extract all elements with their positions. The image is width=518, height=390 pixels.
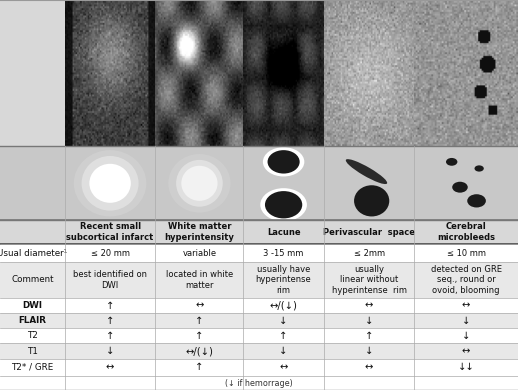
Text: Recent small
subcortical infarct: Recent small subcortical infarct [66, 222, 154, 243]
Bar [0, 344, 518, 358]
Text: ↓: ↓ [279, 346, 288, 356]
Text: ↓: ↓ [106, 346, 114, 356]
Ellipse shape [346, 159, 387, 184]
Bar [155, 146, 243, 220]
Ellipse shape [176, 160, 223, 207]
Ellipse shape [90, 164, 131, 203]
Bar [0, 245, 518, 262]
Text: detected on GRE
seq., round or
ovoid, blooming: detected on GRE seq., round or ovoid, bl… [430, 265, 502, 295]
Ellipse shape [268, 150, 299, 174]
Text: T2: T2 [27, 332, 38, 340]
Text: ↔/(↓): ↔/(↓) [185, 346, 213, 356]
Text: 3 -15 mm: 3 -15 mm [264, 249, 304, 258]
Text: ↓: ↓ [279, 316, 288, 326]
Text: Lacune: Lacune [267, 228, 300, 237]
Text: ↑: ↑ [195, 331, 204, 341]
Text: ↓: ↓ [365, 346, 373, 356]
Text: ↔: ↔ [106, 362, 114, 372]
Text: located in white
matter: located in white matter [166, 270, 233, 290]
Text: ↑: ↑ [106, 331, 114, 341]
Text: ↑: ↑ [279, 331, 288, 341]
Text: ≤ 2mm: ≤ 2mm [353, 249, 385, 258]
Text: ↔: ↔ [462, 301, 470, 310]
Text: ↑: ↑ [195, 316, 204, 326]
Text: ↓: ↓ [365, 316, 373, 326]
Bar [0, 358, 518, 376]
Ellipse shape [265, 191, 303, 218]
Ellipse shape [181, 166, 218, 201]
Text: ↔: ↔ [365, 362, 373, 372]
Bar [0, 376, 518, 390]
Bar [0, 298, 518, 313]
Ellipse shape [168, 154, 231, 213]
Text: ↓: ↓ [462, 331, 470, 341]
Bar [0, 313, 518, 328]
Text: ≤ 10 mm: ≤ 10 mm [447, 249, 486, 258]
Bar [0, 328, 518, 344]
Text: T2* / GRE: T2* / GRE [11, 363, 53, 372]
Text: ↑: ↑ [106, 301, 114, 310]
Text: ↔: ↔ [279, 362, 288, 372]
Text: ↔/(↓): ↔/(↓) [270, 301, 297, 310]
Text: T1: T1 [27, 346, 38, 356]
Text: ↔: ↔ [462, 346, 470, 356]
Bar [0, 146, 65, 220]
Text: variable: variable [182, 249, 217, 258]
Bar [0, 220, 518, 245]
Text: ↓: ↓ [462, 316, 470, 326]
Ellipse shape [446, 158, 457, 166]
Ellipse shape [474, 165, 484, 172]
Bar [324, 146, 414, 220]
Text: FLAIR: FLAIR [18, 316, 47, 325]
Ellipse shape [263, 147, 305, 176]
Text: Usual diameter¹: Usual diameter¹ [0, 249, 67, 258]
Text: (↓ if hemorrage): (↓ if hemorrage) [225, 379, 293, 388]
Text: ↑: ↑ [365, 331, 373, 341]
Text: ↔: ↔ [365, 301, 373, 310]
Text: ≤ 20 mm: ≤ 20 mm [91, 249, 130, 258]
Text: Perivascular  space: Perivascular space [323, 228, 415, 237]
Text: DWI: DWI [22, 301, 42, 310]
Ellipse shape [452, 182, 468, 193]
Bar [414, 146, 518, 220]
Ellipse shape [82, 156, 139, 211]
Ellipse shape [467, 194, 486, 207]
Text: Comment: Comment [11, 275, 54, 284]
Text: usually
linear without
hyperintense  rim: usually linear without hyperintense rim [332, 265, 407, 295]
Text: ↓↓: ↓↓ [458, 362, 474, 372]
Text: best identified on
DWI: best identified on DWI [73, 270, 147, 290]
Text: ↑: ↑ [106, 316, 114, 326]
Bar [243, 146, 324, 220]
Bar [0, 262, 518, 298]
Bar [65, 146, 155, 220]
Bar [0, 0, 65, 146]
Text: White matter
hyperintensity: White matter hyperintensity [165, 222, 234, 243]
Bar [0, 0, 518, 146]
Text: ↔: ↔ [195, 301, 204, 310]
Ellipse shape [74, 150, 147, 216]
Text: Cerebral
microbleeds: Cerebral microbleeds [437, 222, 495, 243]
Ellipse shape [261, 188, 307, 221]
Ellipse shape [354, 185, 390, 216]
Text: usually have
hyperintense
rim: usually have hyperintense rim [256, 265, 311, 295]
Text: ↑: ↑ [195, 362, 204, 372]
